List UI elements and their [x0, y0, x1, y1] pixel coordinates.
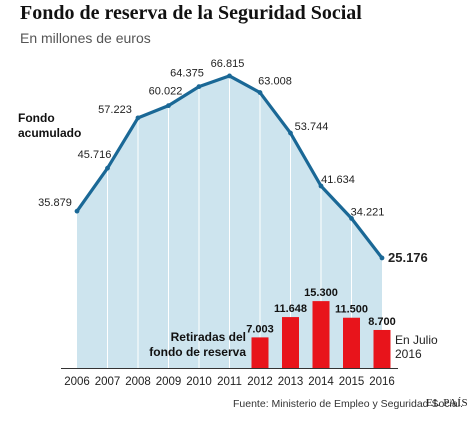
point-2015: [349, 216, 354, 221]
point-label-2015: 34.221: [351, 206, 385, 218]
point-2014: [318, 183, 324, 189]
point-label-2009: 60.022: [149, 86, 183, 98]
bar-layer: [251, 301, 391, 368]
point-label-2007: 45.716: [78, 149, 112, 161]
chart-subtitle: En millones de euros: [20, 30, 151, 46]
x-tick-2012: 2012: [247, 376, 273, 388]
bar-2016: [373, 329, 391, 368]
point-2012: [257, 90, 263, 95]
bar-series-label-line-2: fondo de reserva: [149, 345, 246, 359]
point-2008: [135, 115, 141, 121]
point-label-2008: 57.223: [98, 104, 132, 116]
annotation-line-2: 2016: [395, 347, 422, 361]
x-tick-2006: 2006: [64, 376, 90, 388]
bar-series-label-line-1: Retiradas del: [171, 330, 246, 344]
chart-title: Fondo de reserva de la Seguridad Social: [20, 2, 362, 24]
brand-logo: EL PAÍS: [426, 397, 469, 409]
point-2013: [288, 130, 293, 136]
series-label-line-2: acumulado: [18, 126, 81, 140]
point-label-2014: 41.634: [321, 174, 355, 186]
bar-label-2014: 15.300: [304, 287, 338, 299]
point-label-2011: 66.815: [211, 58, 245, 70]
point-2010: [196, 84, 202, 89]
bar-label-2013: 11.648: [274, 303, 307, 315]
bar-label-2015: 11.500: [335, 304, 368, 316]
annotation-line-1: En Julio: [395, 333, 438, 347]
x-tick-2009: 2009: [156, 376, 182, 388]
source-note: Fuente: Ministerio de Empleo y Seguridad…: [233, 398, 463, 410]
point-2006: [74, 208, 80, 214]
line-layer: [74, 73, 385, 261]
x-tick-2013: 2013: [278, 376, 304, 388]
x-tick-2010: 2010: [186, 376, 212, 388]
point-label-2010: 64.375: [170, 68, 204, 80]
point-label-2016: 25.176: [388, 250, 428, 265]
x-tick-2007: 2007: [95, 376, 121, 388]
series-label-line-1: Fondo: [18, 111, 55, 125]
point-label-2006: 35.879: [38, 197, 72, 209]
bar-2012: [251, 337, 269, 368]
x-tick-2015: 2015: [339, 376, 365, 388]
point-2009: [166, 103, 171, 109]
x-tick-2016: 2016: [369, 376, 395, 388]
point-2007: [105, 165, 110, 171]
bar-label-2016: 8.700: [368, 316, 396, 328]
x-tick-2011: 2011: [217, 376, 242, 388]
x-tick-2014: 2014: [308, 376, 334, 388]
axis-layer: 2006 2007 2008 2009 2010 2011 2012 2013 2014 2015…: [61, 368, 398, 388]
x-tick-2008: 2008: [125, 376, 151, 388]
point-2011: [227, 73, 232, 79]
bar-2015: [343, 317, 360, 368]
point-label-2012: 63.008: [258, 76, 292, 88]
bar-2013: [282, 317, 299, 368]
bar-label-2012: 7.003: [246, 323, 274, 335]
point-label-2013: 53.744: [295, 121, 329, 133]
bar-2014: [312, 301, 330, 368]
point-2016: [379, 255, 385, 261]
